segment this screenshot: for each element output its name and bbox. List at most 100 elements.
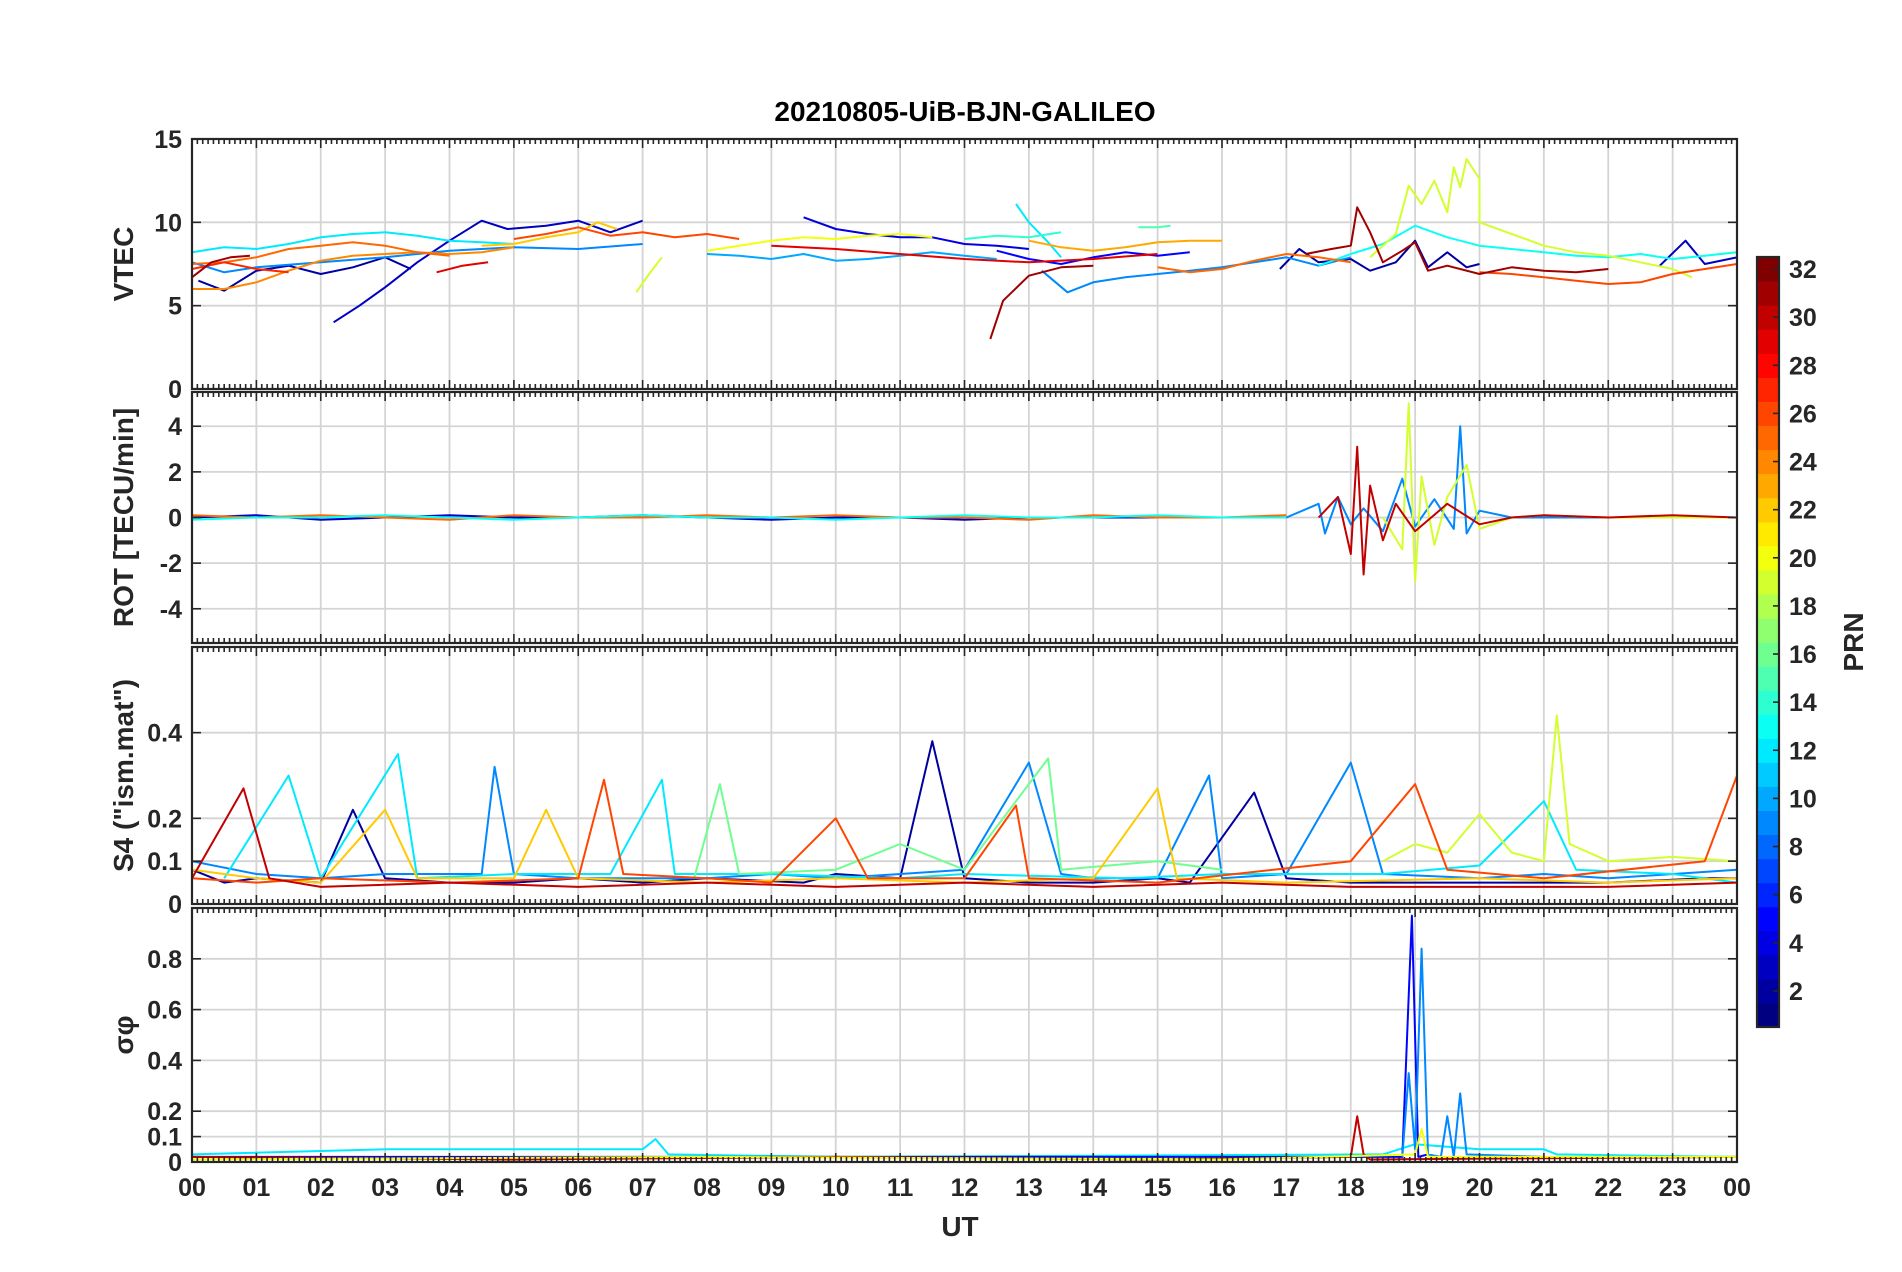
series-prn-3	[1659, 239, 1737, 267]
series-prn-23	[1028, 239, 1222, 252]
colorbar-swatch	[1757, 617, 1779, 643]
series-prn-31	[192, 254, 250, 279]
y-axis-label: ROT [TECU/min]	[108, 408, 139, 627]
xtick-label: 00	[178, 1174, 206, 1202]
series-prn-30	[192, 787, 1737, 888]
colorbar-swatch	[1757, 690, 1779, 715]
colorbar-swatch	[1757, 954, 1779, 980]
colorbar-tick-label: 6	[1789, 882, 1803, 910]
colorbar-tick-label: 20	[1789, 545, 1817, 573]
colorbar-swatch	[1757, 473, 1779, 499]
series-prn-12	[192, 1138, 1737, 1158]
colorbar-swatch	[1757, 930, 1779, 956]
xtick-label: 20	[1466, 1174, 1494, 1202]
series-prn-19	[1369, 158, 1693, 279]
colorbar-swatch	[1757, 1002, 1779, 1028]
grid	[192, 139, 1737, 389]
colorbar-swatch	[1757, 377, 1779, 402]
series-prn-22	[481, 221, 618, 247]
series-prn-31	[989, 264, 1094, 340]
colorbar-swatch	[1757, 786, 1779, 812]
series-prn-3	[333, 219, 643, 324]
colorbar-tick-label: 22	[1789, 497, 1817, 525]
series-prn-25	[192, 514, 1287, 521]
colorbar-tick-label: 18	[1789, 593, 1817, 621]
series-prn-16	[693, 757, 1223, 879]
colorbar-swatch	[1757, 810, 1779, 836]
colorbar-swatch	[1757, 762, 1779, 787]
series-prn-14	[964, 231, 1062, 240]
ytick-label: 0.1	[147, 1124, 182, 1152]
colorbar-tick-label: 28	[1789, 352, 1817, 380]
ytick-label: 0.2	[147, 1098, 182, 1126]
colorbar-swatch	[1757, 569, 1779, 595]
colorbar-swatch	[1757, 882, 1779, 908]
series-prn-24	[192, 246, 515, 290]
xtick-label: 14	[1079, 1174, 1107, 1202]
ytick-label: -4	[160, 596, 182, 624]
xtick-label: 22	[1594, 1174, 1622, 1202]
ytick-label: 0.4	[147, 720, 182, 748]
series-prn-12	[223, 753, 1737, 884]
colorbar-swatch	[1757, 329, 1779, 354]
ytick-label: 10	[154, 209, 182, 237]
series-group	[192, 402, 1737, 583]
ytick-label: 0.1	[147, 848, 182, 876]
series-prn-26	[1479, 263, 1737, 285]
xtick-label: 13	[1015, 1174, 1043, 1202]
panel-rot: -4 -2 0 2 4 ROT [TECU/min]	[108, 390, 1739, 645]
colorbar-swatch	[1757, 834, 1779, 860]
colorbar-swatch	[1757, 593, 1779, 619]
series-group	[192, 158, 1737, 340]
ytick-label: 0.4	[147, 1047, 182, 1075]
series-prn-29	[436, 261, 489, 274]
colorbar-swatch	[1757, 281, 1779, 306]
series-prn-25	[1157, 253, 1351, 274]
colorbar-swatch	[1757, 714, 1779, 739]
xtick-label: 15	[1144, 1174, 1172, 1202]
series-prn-2	[1279, 239, 1480, 272]
colorbar-tick-label: 14	[1789, 689, 1817, 717]
ytick-label: 0	[168, 891, 182, 919]
colorbar-tick-label: 10	[1789, 785, 1817, 813]
series-prn-5	[996, 249, 1190, 265]
colorbar-swatch	[1757, 642, 1779, 667]
colorbar-tick-label: 8	[1789, 834, 1803, 862]
xtick-label: 01	[242, 1174, 270, 1202]
xtick-label: 00	[1723, 1174, 1751, 1202]
colorbar-swatch	[1757, 305, 1779, 330]
ytick-label: 4	[168, 413, 182, 441]
series-prn-9	[1041, 256, 1352, 294]
ytick-label: 5	[168, 293, 182, 321]
ytick-label: -2	[160, 550, 182, 578]
xtick-label: 21	[1530, 1174, 1558, 1202]
series-prn-26	[513, 226, 740, 240]
xtick-label: 09	[757, 1174, 785, 1202]
series-prn-20	[706, 233, 933, 252]
series-prn-4	[803, 216, 1030, 250]
ticks: 00.10.2 0.4 0.6 0.8	[147, 908, 1738, 1177]
colorbar-swatch	[1757, 906, 1779, 932]
series-prn-22	[192, 787, 1737, 884]
xtick-label: 03	[371, 1174, 399, 1202]
series-prn-13	[192, 514, 1287, 521]
series-prn-10	[706, 251, 997, 262]
xtick-label: 10	[822, 1174, 850, 1202]
colorbar-swatch	[1757, 666, 1779, 691]
colorbar-swatch	[1757, 521, 1779, 547]
chart-title: 20210805-UiB-BJN-GALILEO	[774, 96, 1155, 127]
colorbar-tick-label: 12	[1789, 737, 1817, 765]
ytick-label: 0	[168, 376, 182, 404]
series-prn-29	[771, 244, 1158, 264]
colorbar-tick-label: 2	[1789, 978, 1803, 1006]
series-prn-31	[1305, 206, 1609, 275]
x-axis-label: UT	[941, 1211, 978, 1242]
colorbar-swatch	[1757, 449, 1779, 475]
xtick-label: 18	[1337, 1174, 1365, 1202]
y-axis-label: VTEC	[108, 227, 139, 302]
xtick-label: 19	[1401, 1174, 1429, 1202]
ticks: -4 -2 0 2 4	[160, 392, 1738, 643]
series-prn-19	[1382, 714, 1737, 863]
